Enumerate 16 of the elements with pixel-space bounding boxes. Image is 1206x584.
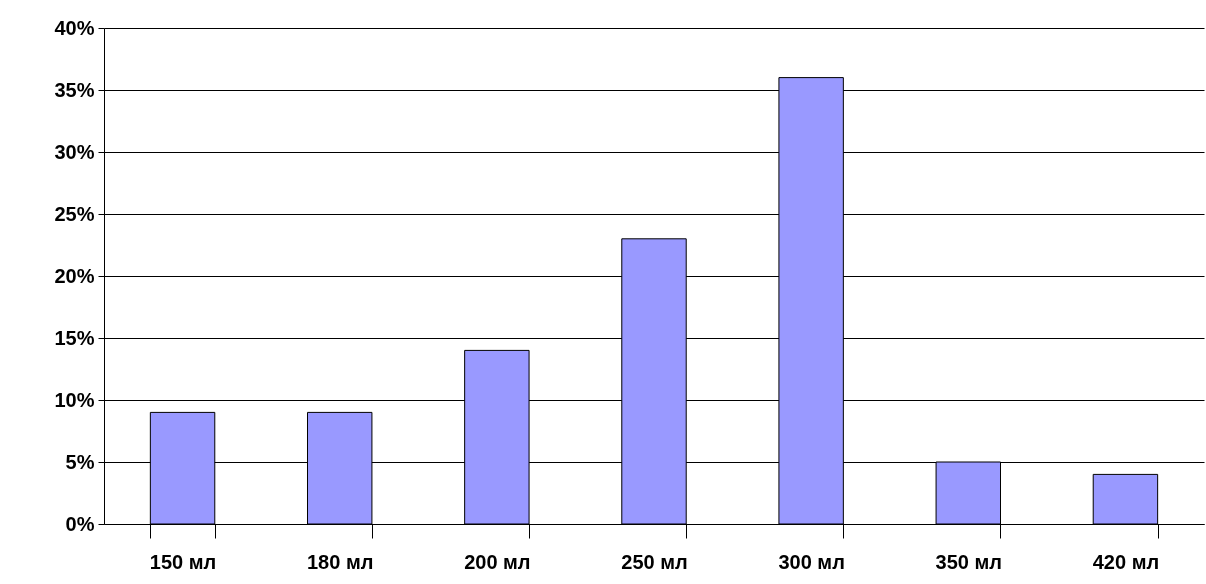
y-tick-label: 0% xyxy=(65,512,95,535)
y-tick-label: 20% xyxy=(54,264,95,287)
y-tick-label: 40% xyxy=(54,16,95,39)
x-tick-label: 200 мл xyxy=(464,550,531,573)
y-tick-label: 5% xyxy=(65,450,95,473)
y-tick-label: 10% xyxy=(54,388,95,411)
x-tick-label: 250 мл xyxy=(621,550,688,573)
x-tick-label: 150 мл xyxy=(149,550,217,573)
y-tick-label: 15% xyxy=(54,326,95,349)
x-tick-label: 300 мл xyxy=(778,550,845,573)
x-tick-label: 350 мл xyxy=(935,550,1002,573)
y-tick-label: 25% xyxy=(54,202,95,225)
y-tick-label: 30% xyxy=(54,140,95,163)
y-tick-label: 35% xyxy=(54,78,95,101)
x-tick-label: 180 мл xyxy=(307,550,374,573)
x-tick-label: 420 мл xyxy=(1092,550,1160,573)
